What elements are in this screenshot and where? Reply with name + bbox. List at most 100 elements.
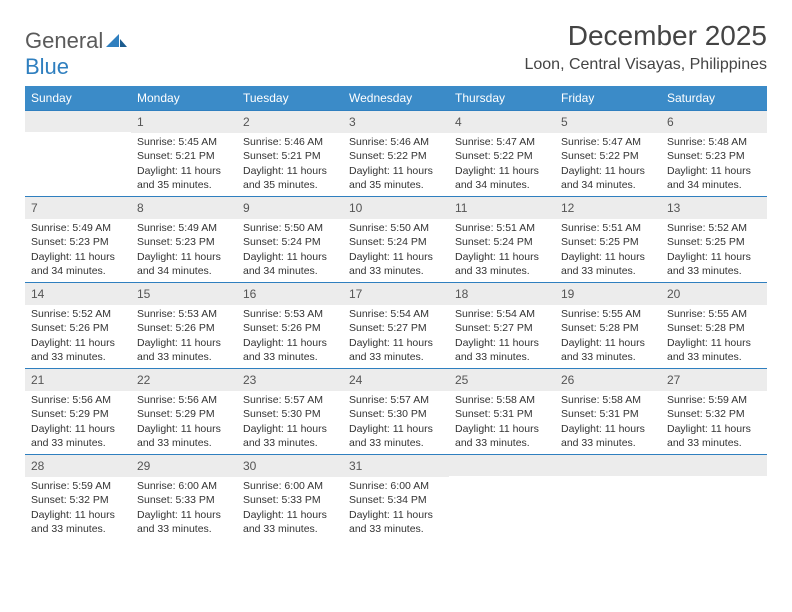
sunrise-text: Sunrise: 5:52 AM [667,221,761,235]
sunset-text: Sunset: 5:24 PM [349,235,443,249]
day-details: Sunrise: 5:54 AMSunset: 5:27 PMDaylight:… [343,305,449,368]
day-number: 27 [661,368,767,391]
sunset-text: Sunset: 5:27 PM [455,321,549,335]
day-cell: 14Sunrise: 5:52 AMSunset: 5:26 PMDayligh… [25,282,131,368]
sunrise-text: Sunrise: 5:58 AM [455,393,549,407]
daylight-text: Daylight: 11 hours and 33 minutes. [561,250,655,278]
day-details: Sunrise: 5:58 AMSunset: 5:31 PMDaylight:… [449,391,555,454]
day-details: Sunrise: 5:56 AMSunset: 5:29 PMDaylight:… [25,391,131,454]
day-details: Sunrise: 5:57 AMSunset: 5:30 PMDaylight:… [343,391,449,454]
day-cell: 7Sunrise: 5:49 AMSunset: 5:23 PMDaylight… [25,196,131,282]
sunset-text: Sunset: 5:31 PM [455,407,549,421]
sunrise-text: Sunrise: 5:47 AM [561,135,655,149]
daylight-text: Daylight: 11 hours and 35 minutes. [349,164,443,192]
day-number: 17 [343,282,449,305]
daylight-text: Daylight: 11 hours and 35 minutes. [243,164,337,192]
day-cell: 10Sunrise: 5:50 AMSunset: 5:24 PMDayligh… [343,196,449,282]
sunset-text: Sunset: 5:29 PM [137,407,231,421]
sunset-text: Sunset: 5:28 PM [561,321,655,335]
day-number: 30 [237,454,343,477]
day-cell: 9Sunrise: 5:50 AMSunset: 5:24 PMDaylight… [237,196,343,282]
day-cell [449,454,555,540]
day-details: Sunrise: 5:50 AMSunset: 5:24 PMDaylight:… [237,219,343,282]
sunset-text: Sunset: 5:30 PM [243,407,337,421]
day-details: Sunrise: 5:50 AMSunset: 5:24 PMDaylight:… [343,219,449,282]
day-number: 13 [661,196,767,219]
sunrise-text: Sunrise: 5:46 AM [349,135,443,149]
sunrise-text: Sunrise: 5:52 AM [31,307,125,321]
sunrise-text: Sunrise: 6:00 AM [349,479,443,493]
day-number: 24 [343,368,449,391]
sunset-text: Sunset: 5:21 PM [243,149,337,163]
day-number: 18 [449,282,555,305]
day-number: 25 [449,368,555,391]
location: Loon, Central Visayas, Philippines [524,56,767,74]
day-cell: 12Sunrise: 5:51 AMSunset: 5:25 PMDayligh… [555,196,661,282]
day-details: Sunrise: 5:48 AMSunset: 5:23 PMDaylight:… [661,133,767,196]
day-details: Sunrise: 5:57 AMSunset: 5:30 PMDaylight:… [237,391,343,454]
day-details: Sunrise: 5:49 AMSunset: 5:23 PMDaylight:… [131,219,237,282]
day-details: Sunrise: 5:59 AMSunset: 5:32 PMDaylight:… [25,477,131,540]
col-sunday: Sunday [25,86,131,110]
day-cell: 23Sunrise: 5:57 AMSunset: 5:30 PMDayligh… [237,368,343,454]
sunset-text: Sunset: 5:23 PM [667,149,761,163]
day-details: Sunrise: 5:52 AMSunset: 5:26 PMDaylight:… [25,305,131,368]
sunrise-text: Sunrise: 5:53 AM [243,307,337,321]
day-number: 29 [131,454,237,477]
day-cell: 17Sunrise: 5:54 AMSunset: 5:27 PMDayligh… [343,282,449,368]
day-cell: 16Sunrise: 5:53 AMSunset: 5:26 PMDayligh… [237,282,343,368]
daylight-text: Daylight: 11 hours and 33 minutes. [455,250,549,278]
sunset-text: Sunset: 5:29 PM [31,407,125,421]
daylight-text: Daylight: 11 hours and 33 minutes. [31,508,125,536]
daylight-text: Daylight: 11 hours and 33 minutes. [455,336,549,364]
sunrise-text: Sunrise: 5:51 AM [561,221,655,235]
day-number: 28 [25,454,131,477]
day-number: 1 [131,110,237,133]
sunrise-text: Sunrise: 5:49 AM [31,221,125,235]
day-cell: 18Sunrise: 5:54 AMSunset: 5:27 PMDayligh… [449,282,555,368]
sunrise-text: Sunrise: 5:50 AM [243,221,337,235]
day-details: Sunrise: 6:00 AMSunset: 5:34 PMDaylight:… [343,477,449,540]
daylight-text: Daylight: 11 hours and 33 minutes. [31,422,125,450]
sunset-text: Sunset: 5:24 PM [243,235,337,249]
sunset-text: Sunset: 5:26 PM [137,321,231,335]
sunrise-text: Sunrise: 5:57 AM [243,393,337,407]
daylight-text: Daylight: 11 hours and 33 minutes. [137,508,231,536]
sunset-text: Sunset: 5:27 PM [349,321,443,335]
sunrise-text: Sunrise: 5:47 AM [455,135,549,149]
logo: GeneralBlue [25,20,128,80]
day-details: Sunrise: 5:58 AMSunset: 5:31 PMDaylight:… [555,391,661,454]
daylight-text: Daylight: 11 hours and 34 minutes. [667,164,761,192]
sunrise-text: Sunrise: 5:55 AM [667,307,761,321]
daylight-text: Daylight: 11 hours and 33 minutes. [137,422,231,450]
calendar-table: Sunday Monday Tuesday Wednesday Thursday… [25,86,767,540]
day-cell: 13Sunrise: 5:52 AMSunset: 5:25 PMDayligh… [661,196,767,282]
sunrise-text: Sunrise: 5:54 AM [349,307,443,321]
daylight-text: Daylight: 11 hours and 33 minutes. [243,508,337,536]
day-number: 22 [131,368,237,391]
sunset-text: Sunset: 5:30 PM [349,407,443,421]
daylight-text: Daylight: 11 hours and 34 minutes. [455,164,549,192]
sunrise-text: Sunrise: 5:50 AM [349,221,443,235]
day-number: 2 [237,110,343,133]
day-details: Sunrise: 6:00 AMSunset: 5:33 PMDaylight:… [237,477,343,540]
day-number: 14 [25,282,131,305]
day-number: 5 [555,110,661,133]
sunrise-text: Sunrise: 5:55 AM [561,307,655,321]
day-number: 8 [131,196,237,219]
col-saturday: Saturday [661,86,767,110]
day-details: Sunrise: 5:56 AMSunset: 5:29 PMDaylight:… [131,391,237,454]
daylight-text: Daylight: 11 hours and 34 minutes. [561,164,655,192]
logo-text-1: General [25,28,103,53]
sunrise-text: Sunrise: 5:46 AM [243,135,337,149]
day-cell: 22Sunrise: 5:56 AMSunset: 5:29 PMDayligh… [131,368,237,454]
daylight-text: Daylight: 11 hours and 33 minutes. [349,422,443,450]
day-cell: 8Sunrise: 5:49 AMSunset: 5:23 PMDaylight… [131,196,237,282]
day-number: 12 [555,196,661,219]
daylight-text: Daylight: 11 hours and 33 minutes. [31,336,125,364]
daylight-text: Daylight: 11 hours and 33 minutes. [349,508,443,536]
day-cell: 20Sunrise: 5:55 AMSunset: 5:28 PMDayligh… [661,282,767,368]
day-details: Sunrise: 5:51 AMSunset: 5:24 PMDaylight:… [449,219,555,282]
daylight-text: Daylight: 11 hours and 33 minutes. [137,336,231,364]
day-number: 9 [237,196,343,219]
